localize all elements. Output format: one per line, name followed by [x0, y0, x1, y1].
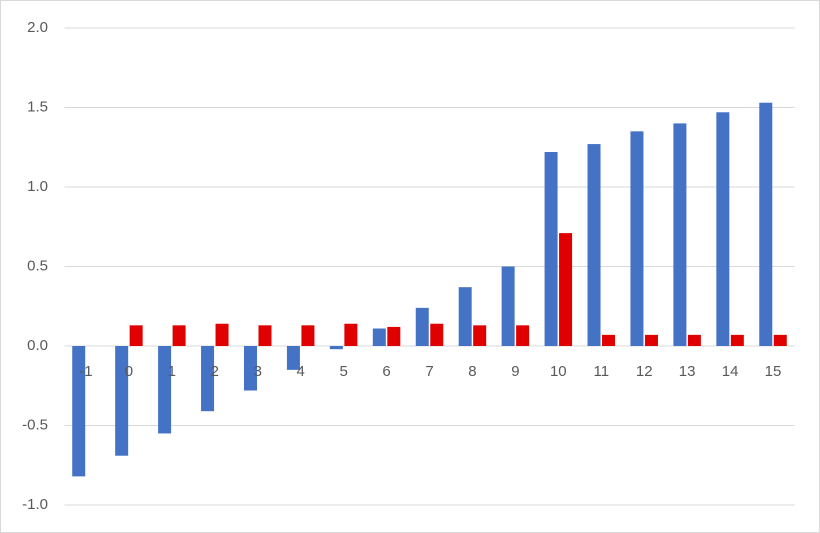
x-tick-label: -1: [79, 363, 92, 380]
bar: [387, 326, 401, 346]
bar: [172, 325, 186, 346]
bar: [730, 334, 744, 346]
bar: [115, 346, 129, 456]
bar: [329, 346, 343, 350]
bar: [673, 123, 687, 347]
bar: [372, 328, 386, 346]
bar: [773, 334, 787, 346]
bar: [587, 144, 601, 346]
bar: [215, 323, 229, 346]
bar: [201, 346, 215, 412]
y-tick-label: 0.5: [27, 257, 48, 274]
bar: [72, 346, 86, 477]
x-tick-label: 0: [125, 363, 133, 380]
bar: [473, 325, 487, 346]
bar: [516, 325, 530, 346]
bar: [544, 152, 558, 346]
bar: [759, 102, 773, 346]
x-tick-label: 6: [382, 363, 390, 380]
y-tick-label: -0.5: [22, 416, 48, 433]
x-tick-label: 15: [765, 363, 782, 380]
bar: [415, 307, 429, 346]
x-tick-label: 9: [511, 363, 519, 380]
bar: [301, 325, 315, 346]
x-tick-label: 14: [722, 363, 739, 380]
x-tick-label: 3: [254, 363, 262, 380]
y-tick-label: 0.0: [27, 337, 48, 354]
x-tick-label: 12: [636, 363, 653, 380]
y-tick-label: -1.0: [22, 496, 48, 513]
bar: [644, 334, 658, 346]
x-tick-label: 10: [550, 363, 567, 380]
bar: [602, 334, 616, 346]
x-tick-label: 8: [468, 363, 476, 380]
bar: [286, 346, 300, 370]
x-tick-label: 7: [425, 363, 433, 380]
bar: [501, 266, 515, 346]
bar: [430, 323, 444, 346]
x-tick-label: 13: [679, 363, 696, 380]
bar: [630, 131, 644, 346]
bar: [716, 112, 730, 347]
x-tick-label: 1: [168, 363, 176, 380]
bar: [687, 334, 701, 346]
bar: [458, 287, 472, 346]
bar: [158, 346, 172, 434]
y-tick-label: 1.0: [27, 178, 48, 195]
x-tick-label: 5: [339, 363, 347, 380]
bar: [129, 325, 143, 346]
bar: [559, 233, 573, 346]
x-tick-label: 11: [593, 363, 609, 380]
bar: [258, 325, 272, 346]
x-tick-label: 2: [211, 363, 219, 380]
y-tick-label: 1.5: [27, 98, 48, 115]
y-tick-label: 2.0: [27, 19, 48, 36]
bar: [243, 346, 257, 391]
x-tick-label: 4: [297, 363, 305, 380]
bar: [344, 323, 358, 346]
